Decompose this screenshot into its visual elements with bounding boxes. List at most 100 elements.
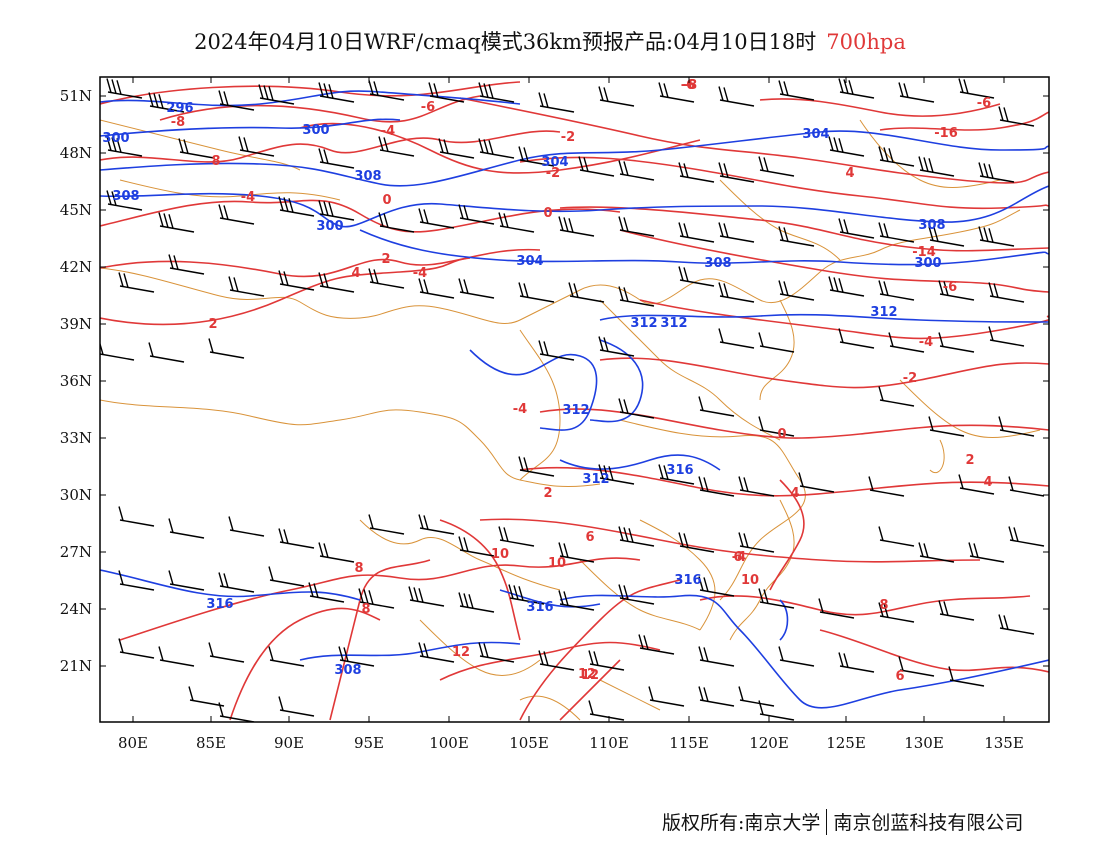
temperature-contour-label: 8 [879,598,888,613]
wind-barb [978,162,1015,183]
height-contour-label: 308 [704,256,731,271]
wind-barb [678,162,715,183]
wind-barb [798,472,835,493]
copyright-footer: 版权所有:南京大学 南京创蓝科技有限公司 [662,808,1023,835]
height-contour-label: 312 [660,316,687,331]
wind-barb [518,146,555,167]
temperature-contour-label: 6 [895,669,904,684]
wind-barb [948,666,985,687]
temperature-contour-label: 0 [543,206,552,221]
wind-barb [148,92,185,113]
wind-barb [738,532,775,553]
lon-tick-label: 110E [589,734,629,752]
height-contour-label: 304 [541,155,568,170]
wind-barb [418,278,455,299]
copyright-right: 南京创蓝科技有限公司 [833,812,1024,834]
height-contour-label: 308 [334,663,361,678]
wind-barb [100,341,135,361]
wind-barb [658,82,695,103]
wind-barb [718,162,755,183]
temperature-contours [100,81,1049,721]
height-contour-label: 308 [112,189,139,204]
temperature-contour-line [100,248,541,278]
lat-tick-label: 48N [60,144,92,162]
height-contour-label: 316 [666,463,693,478]
temperature-contour-line [119,557,641,641]
height-contour-line [100,569,361,601]
wind-barb [218,702,255,722]
wind-barb [308,582,345,603]
wind-barb [1008,476,1045,497]
wind-barb [638,634,675,655]
height-contour-line [469,349,598,431]
wind-barb [978,226,1015,247]
wind-barb [598,336,635,357]
height-contour-label: 308 [918,218,945,233]
wind-barb [218,90,255,111]
wind-barb [478,82,515,103]
temperature-contour-line [819,629,1049,673]
temperature-contour-label: -6 [977,96,991,111]
lat-tick-label: 30N [60,486,92,504]
lon-tick-label: 115E [669,734,709,752]
wind-barb [218,204,255,225]
boundary-line [419,619,541,676]
wind-barb [698,396,735,417]
temperature-contour-label: -8 [683,78,697,93]
temperature-contour-line [299,122,701,174]
wind-barb [158,646,195,667]
temperature-contour-label: 2 [543,486,552,501]
wind-barb [998,416,1035,437]
wind-barb [106,136,143,157]
wind-barb [158,212,195,233]
lon-tick-label: 85E [196,734,226,752]
temperature-contour-label: 10 [491,547,509,562]
wind-barb [508,584,545,605]
title-pressure-level: 700hpa [826,30,906,54]
wind-barb [938,332,975,353]
wind-barb [228,276,265,297]
lat-tick-label: 33N [60,429,92,447]
temperature-contour-line [639,299,1049,340]
temperature-contour-label: -6 [681,78,695,93]
wind-barb [898,656,935,677]
wind-barb [408,586,445,607]
wind-barb [888,332,925,353]
wind-barb [418,208,455,229]
wind-barb [378,136,415,157]
temperature-contour-label: -4 [919,335,933,350]
height-contour-label: 296 [166,101,193,116]
wind-barb [678,222,715,243]
longitude-labels: 80E 85E 90E 95E 100E 105E 110E 115E 120E 125E 130E… [118,734,1024,752]
wind-barb [278,528,315,549]
height-contour-label: 300 [914,256,941,271]
lon-tick-label: 105E [509,734,549,752]
temperature-contour-line [100,199,621,233]
temperature-contour-label: 0 [382,193,391,208]
wind-barb [278,196,315,217]
temperature-contour-label: -6 [943,280,957,295]
wind-barb [588,700,625,721]
temperature-contour-line [100,257,471,326]
wind-barb [698,646,735,667]
temperature-contour-line [159,95,481,123]
wind-barb [828,276,865,297]
wind-barb [318,542,355,563]
wind-barb [358,588,395,609]
height-contour-line [100,130,1049,187]
lat-tick-label: 42N [60,258,92,276]
wind-barb [268,646,305,667]
temperature-contour-label: 6 [585,530,594,545]
wind-barb [498,212,535,233]
wind-barb [678,532,715,553]
wind-barb [968,542,1005,563]
temperature-contour-label: -14 [912,245,936,260]
temperature-contour-label: -2 [561,130,575,145]
wind-barb [568,282,605,303]
wind-barb [998,614,1035,635]
wind-barb [718,222,755,243]
lat-tick-label: 27N [60,543,92,561]
boundary-line [899,379,1041,438]
wind-barb [318,200,355,221]
wind-barb [778,280,815,301]
